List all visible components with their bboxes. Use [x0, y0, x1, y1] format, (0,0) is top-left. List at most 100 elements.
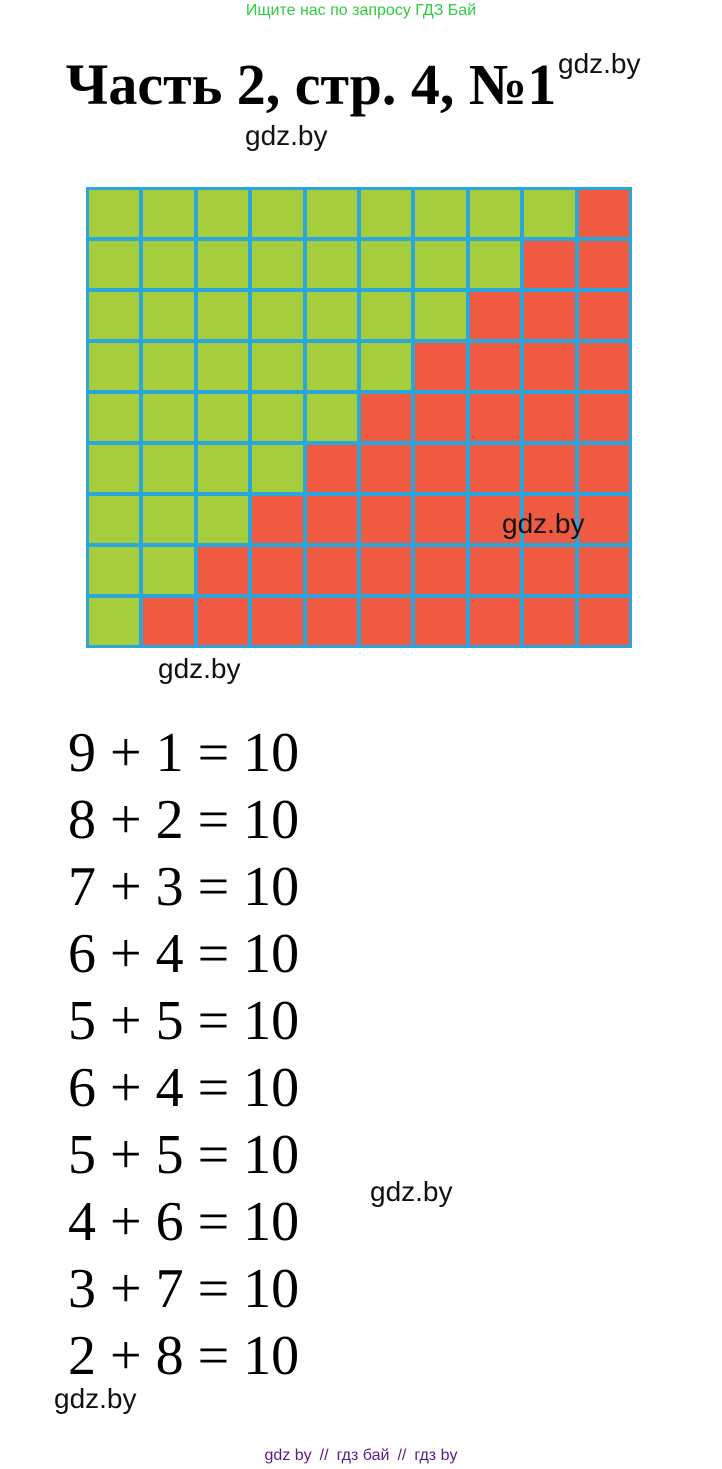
green-cell — [252, 445, 303, 492]
red-cell — [524, 496, 575, 543]
green-cell — [415, 241, 466, 288]
red-cell — [361, 598, 412, 645]
footer-link[interactable]: gdz by — [264, 1447, 312, 1464]
red-cell — [524, 547, 575, 594]
green-cell — [89, 190, 140, 237]
red-cell — [578, 496, 629, 543]
red-cell — [197, 598, 249, 645]
watermark: gdz.by — [54, 1383, 137, 1414]
red-cell — [361, 547, 412, 594]
red-cell — [415, 394, 466, 441]
green-cell — [252, 292, 303, 339]
red-cell — [469, 292, 521, 339]
color-grid — [86, 187, 632, 648]
red-cell — [361, 445, 412, 492]
green-cell — [89, 547, 140, 594]
green-cell — [197, 394, 249, 441]
green-cell — [252, 394, 303, 441]
red-cell — [469, 343, 521, 390]
red-cell — [524, 598, 575, 645]
red-cell — [415, 343, 466, 390]
green-cell — [361, 241, 412, 288]
green-cell — [197, 343, 249, 390]
green-cell — [524, 190, 575, 237]
red-cell — [469, 445, 521, 492]
red-cell — [306, 598, 357, 645]
watermark: gdz.by — [502, 508, 585, 539]
equation: 5 + 5 = 10 — [68, 990, 300, 1052]
green-cell — [306, 343, 357, 390]
green-cell — [143, 394, 194, 441]
red-cell — [415, 445, 466, 492]
green-cell — [197, 445, 249, 492]
green-cell — [197, 496, 249, 543]
green-cell — [469, 190, 521, 237]
red-cell — [306, 547, 357, 594]
equation: 6 + 4 = 10 — [68, 923, 300, 985]
equation: 9 + 1 = 10 — [68, 722, 300, 784]
red-cell — [524, 394, 575, 441]
green-cell — [89, 241, 140, 288]
red-cell — [306, 496, 357, 543]
green-cell — [252, 343, 303, 390]
search-hint[interactable]: Ищите нас по запросу ГДЗ Бай — [245, 2, 477, 19]
red-cell — [578, 445, 629, 492]
green-cell — [469, 241, 521, 288]
green-cell — [89, 598, 140, 645]
red-cell — [578, 190, 629, 237]
watermark: gdz.by — [558, 48, 641, 79]
red-cell — [252, 496, 303, 543]
equation: 5 + 5 = 10 — [68, 1124, 300, 1186]
green-cell — [197, 190, 249, 237]
footer-link[interactable]: гдз by — [414, 1447, 458, 1464]
red-cell — [524, 241, 575, 288]
red-cell — [578, 598, 629, 645]
watermark: gdz.by — [158, 653, 241, 684]
red-cell — [578, 241, 629, 288]
red-cell — [524, 292, 575, 339]
green-cell — [415, 190, 466, 237]
green-cell — [143, 190, 194, 237]
equation: 2 + 8 = 10 — [68, 1325, 300, 1387]
green-cell — [361, 292, 412, 339]
equation: 3 + 7 = 10 — [68, 1258, 300, 1320]
green-cell — [143, 445, 194, 492]
equation: 8 + 2 = 10 — [68, 789, 300, 851]
footer-separator: // — [319, 1447, 329, 1464]
red-cell — [578, 343, 629, 390]
green-cell — [415, 292, 466, 339]
red-cell — [524, 445, 575, 492]
green-cell — [252, 241, 303, 288]
green-cell — [361, 190, 412, 237]
red-cell — [578, 394, 629, 441]
red-cell — [252, 547, 303, 594]
red-cell — [578, 547, 629, 594]
green-cell — [89, 496, 140, 543]
green-cell — [197, 241, 249, 288]
green-cell — [143, 241, 194, 288]
green-cell — [89, 292, 140, 339]
footer-separator: // — [397, 1447, 407, 1464]
green-cell — [306, 292, 357, 339]
red-cell — [469, 598, 521, 645]
red-cell — [578, 292, 629, 339]
green-cell — [306, 190, 357, 237]
page-title: Часть 2, стр. 4, №1 — [65, 52, 557, 117]
red-cell — [524, 343, 575, 390]
red-cell — [415, 496, 466, 543]
watermark: gdz.by — [245, 120, 328, 151]
red-cell — [143, 598, 194, 645]
footer-link[interactable]: гдз бай — [336, 1447, 390, 1464]
red-cell — [469, 394, 521, 441]
green-cell — [252, 190, 303, 237]
green-cell — [89, 343, 140, 390]
green-cell — [143, 547, 194, 594]
green-cell — [143, 292, 194, 339]
equation: 4 + 6 = 10 — [68, 1191, 300, 1253]
equation: 7 + 3 = 10 — [68, 856, 300, 918]
green-cell — [143, 496, 194, 543]
red-cell — [415, 598, 466, 645]
green-cell — [197, 292, 249, 339]
watermark: gdz.by — [370, 1176, 453, 1207]
